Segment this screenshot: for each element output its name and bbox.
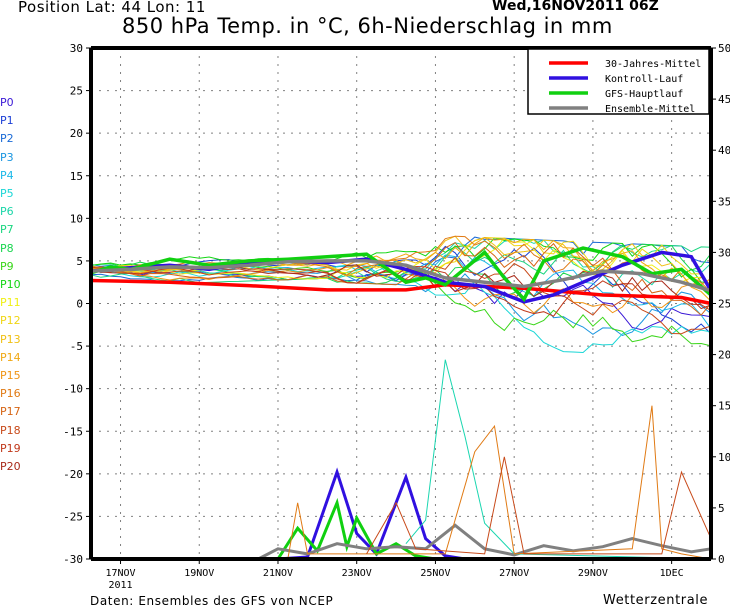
member-line-p10 [90,237,712,284]
brand-label: Wetterzentrale [603,593,709,608]
y-left-tick-label: -15 [63,425,83,438]
temp-line-ensemble-mittel [90,259,712,293]
y-right-tick-label: 35 [718,195,730,208]
member-line-p17 [90,241,712,316]
y-left-tick-label: -20 [63,468,83,481]
legend: 30-Jahres-Mittel Kontroll-Lauf GFS-Hauptla… [527,48,710,115]
axes: 302520151050-5-10-15-20-25-3050454035302… [63,42,730,591]
x-tick-label: 29NOV [578,568,608,579]
member-label-p6: P6 [0,205,14,219]
member-label-p12: P12 [0,314,21,328]
temp-line-gfs-hauptlauf [90,246,713,303]
member-label-p2: P2 [0,132,14,146]
chart-title: 850 hPa Temp. in °C, 6h-Niederschlag in … [122,14,613,38]
member-label-p15: P15 [0,369,21,382]
y-right-tick-label: 40 [718,144,730,157]
y-left-tick-label: 30 [70,42,83,55]
y-left-tick-label: 0 [76,298,83,311]
position-label: Position Lat: 44 Lon: 11 [18,0,206,16]
member-label-p19: P19 [0,441,21,455]
x-tick-label: 1DEC [660,568,684,579]
member-label-p16: P16 [0,387,21,401]
y-left-tick-label: 25 [70,85,83,98]
member-label-p7: P7 [0,223,14,237]
member-label-p5: P5 [0,187,14,200]
y-left-tick-label: 20 [70,127,83,140]
legend-label: Ensemble-Mittel [605,104,695,115]
precip-line-4 [287,405,712,560]
y-left-tick-label: 10 [70,212,83,225]
y-left-tick-label: 5 [76,255,83,268]
member-label-p10: P10 [0,278,21,291]
x-tick-label: 25NOV [420,568,450,579]
y-right-tick-label: 20 [718,349,730,362]
y-left-tick-label: 15 [70,170,83,183]
member-label-p13: P13 [0,332,21,346]
member-label-p1: P1 [0,114,14,128]
y-right-tick-label: 15 [718,400,730,413]
x-tick-label: 21NOV [263,568,293,579]
y-right-tick-label: 0 [718,553,725,566]
member-label-p17: P17 [0,405,21,419]
x-tick-label: 23NOV [342,568,372,579]
data-source-credit: Daten: Ensembles des GFS von NCEP [90,594,334,608]
temp-line-30-jahres-mittel [90,278,712,306]
x-tick-label: 27NOV [499,568,529,579]
y-left-tick-label: -30 [63,553,83,566]
precipitation-lines [257,359,712,561]
y-left-tick-label: -10 [63,383,83,396]
x-year-label: 2011 [108,580,132,591]
grid [91,48,711,559]
member-label-p20: P20 [0,460,21,473]
legend-label: GFS-Hauptlauf [605,89,683,100]
y-right-tick-label: 5 [718,502,725,515]
y-left-tick-label: -25 [63,510,83,523]
member-label-p4: P4 [0,168,14,182]
y-left-tick-label: -5 [70,340,83,353]
y-right-tick-label: 45 [718,93,730,106]
y-right-tick-label: 50 [718,42,730,55]
member-label-p9: P9 [0,259,14,273]
legend-box [527,48,710,115]
y-right-tick-label: 30 [718,246,730,259]
precip-line-2 [257,523,712,561]
member-label-p14: P14 [0,350,21,364]
legend-label: 30-Jahres-Mittel [605,59,701,70]
legend-label: Kontroll-Lauf [605,74,683,85]
x-tick-label: 17NOV [105,568,135,579]
precip-line-5 [366,456,712,555]
y-right-tick-label: 25 [718,298,730,311]
x-tick-label: 19NOV [184,568,214,579]
member-label-p11: P11 [0,296,21,310]
member-label-p0: P0 [0,96,14,109]
precip-line-1 [276,497,711,561]
member-label-p8: P8 [0,241,14,255]
run-date-label: Wed,16NOV2011 06Z [492,0,659,14]
y-right-tick-label: 10 [718,451,730,464]
member-label-p3: P3 [0,150,14,164]
main-temperature-lines [90,246,713,306]
member-line-p11 [90,237,712,287]
member-label-p18: P18 [0,423,21,437]
